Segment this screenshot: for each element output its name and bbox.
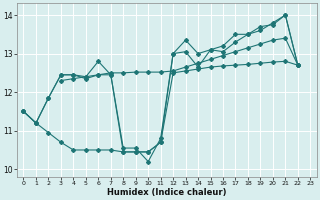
X-axis label: Humidex (Indice chaleur): Humidex (Indice chaleur) — [107, 188, 227, 197]
